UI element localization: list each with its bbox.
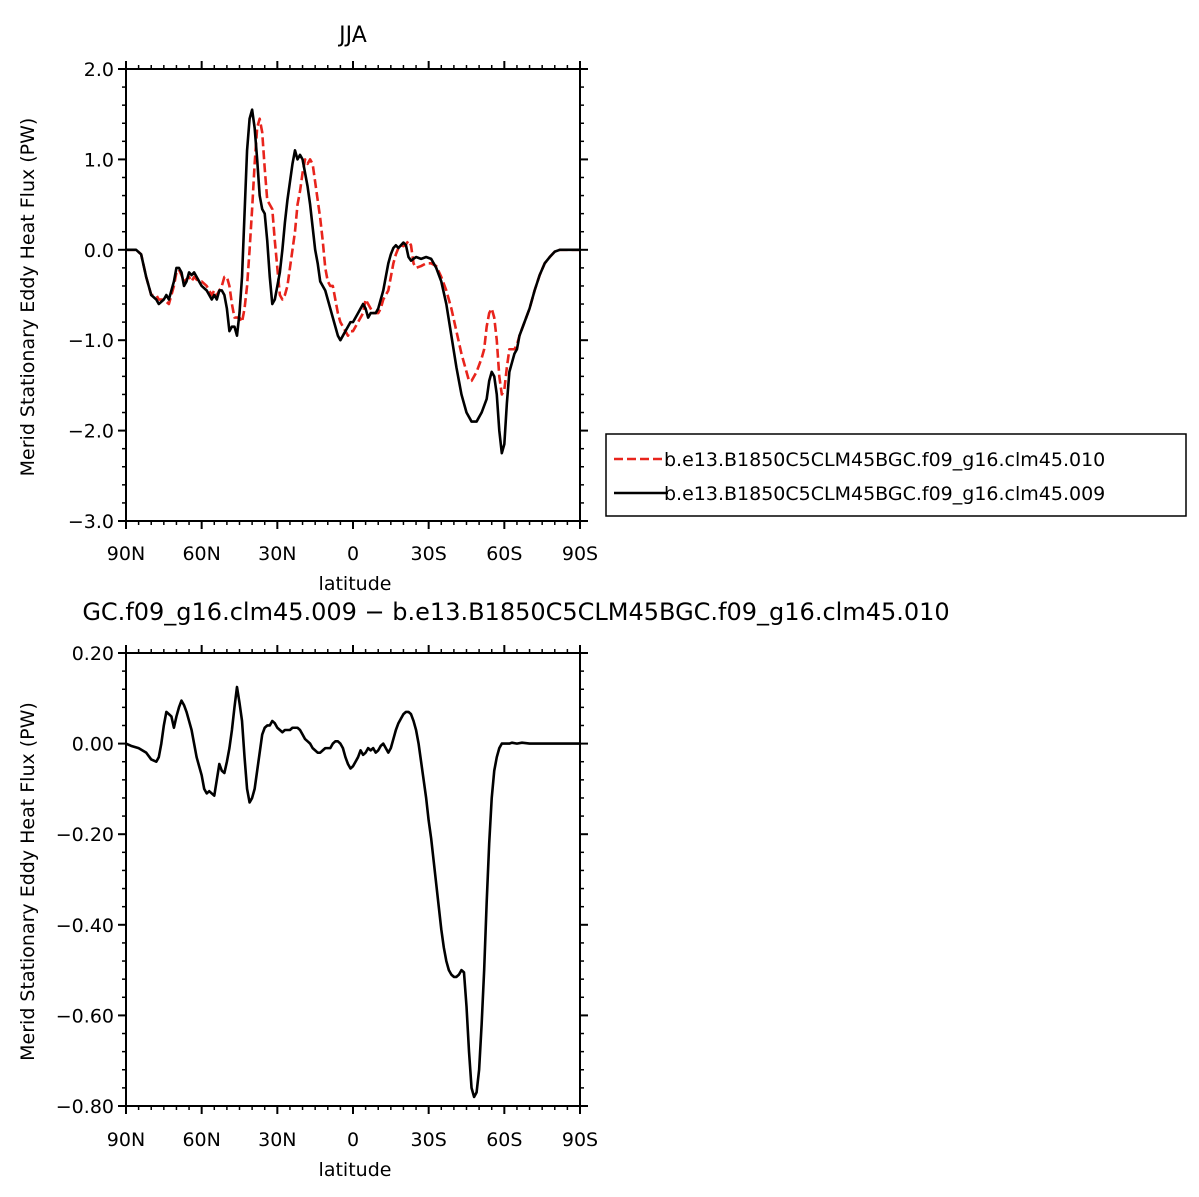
series-line-0 [126,685,580,1099]
legend-box [605,433,1187,517]
x-tick-label: 90S [562,543,598,565]
y-tick-label: 0.00 [72,734,114,756]
x-tick-label: 90N [107,1129,145,1151]
y-tick-label: 2.0 [84,59,114,81]
x-tick-label: 30N [258,543,296,565]
x-tick-label: 60N [182,543,220,565]
legend: b.e13.B1850C5CLM45BGC.f09_g16.clm45.010b… [605,433,1187,517]
y-tick-label: −0.20 [56,824,114,846]
chart-title: JJA [337,23,367,48]
x-tick-label: 60S [486,1129,522,1151]
chart-title: GC.f09_g16.clm45.009 − b.e13.B1850C5CLM4… [82,598,949,626]
x-axis-label: latitude [319,573,392,595]
legend-label-1: b.e13.B1850C5CLM45BGC.f09_g16.clm45.009 [664,483,1105,505]
y-axis-label: Merid Stationary Eddy Heat Flux (PW) [17,118,39,477]
plot-frame [125,68,581,522]
x-axis-label: latitude [319,1159,392,1181]
y-tick-label: −3.0 [68,511,114,533]
y-tick-label: 0.20 [72,643,114,665]
y-tick-label: −0.40 [56,915,114,937]
x-tick-label: 60S [486,543,522,565]
x-tick-label: 90S [562,1129,598,1151]
x-tick-label: 0 [347,1129,359,1151]
y-axis-label: Merid Stationary Eddy Heat Flux (PW) [17,702,39,1061]
x-tick-label: 90N [107,543,145,565]
y-tick-label: 1.0 [84,149,114,171]
y-tick-label: −0.80 [56,1096,114,1118]
x-tick-label: 30N [258,1129,296,1151]
y-tick-label: −1.0 [68,330,114,352]
x-tick-label: 0 [347,543,359,565]
panel-top-jja: JJA 2.0 1.0 0.0 −1.0 −2.0 −3.0 90N 60N 30N 0 30S 60S… [17,23,598,595]
panel-bottom-difference: GC.f09_g16.clm45.009 − b.e13.B1850C5CLM4… [17,598,950,1181]
legend-label-0: b.e13.B1850C5CLM45BGC.f09_g16.clm45.010 [664,449,1105,471]
plot-frame [125,652,581,1107]
y-tick-label: −0.60 [56,1005,114,1027]
x-tick-label: 30S [411,543,447,565]
y-tick-label: −2.0 [68,421,114,443]
x-tick-label: 60N [182,1129,220,1151]
series-line-0 [126,117,580,396]
x-tick-label: 30S [411,1129,447,1151]
y-tick-label: 0.0 [84,240,114,262]
series-line-1 [126,108,580,455]
